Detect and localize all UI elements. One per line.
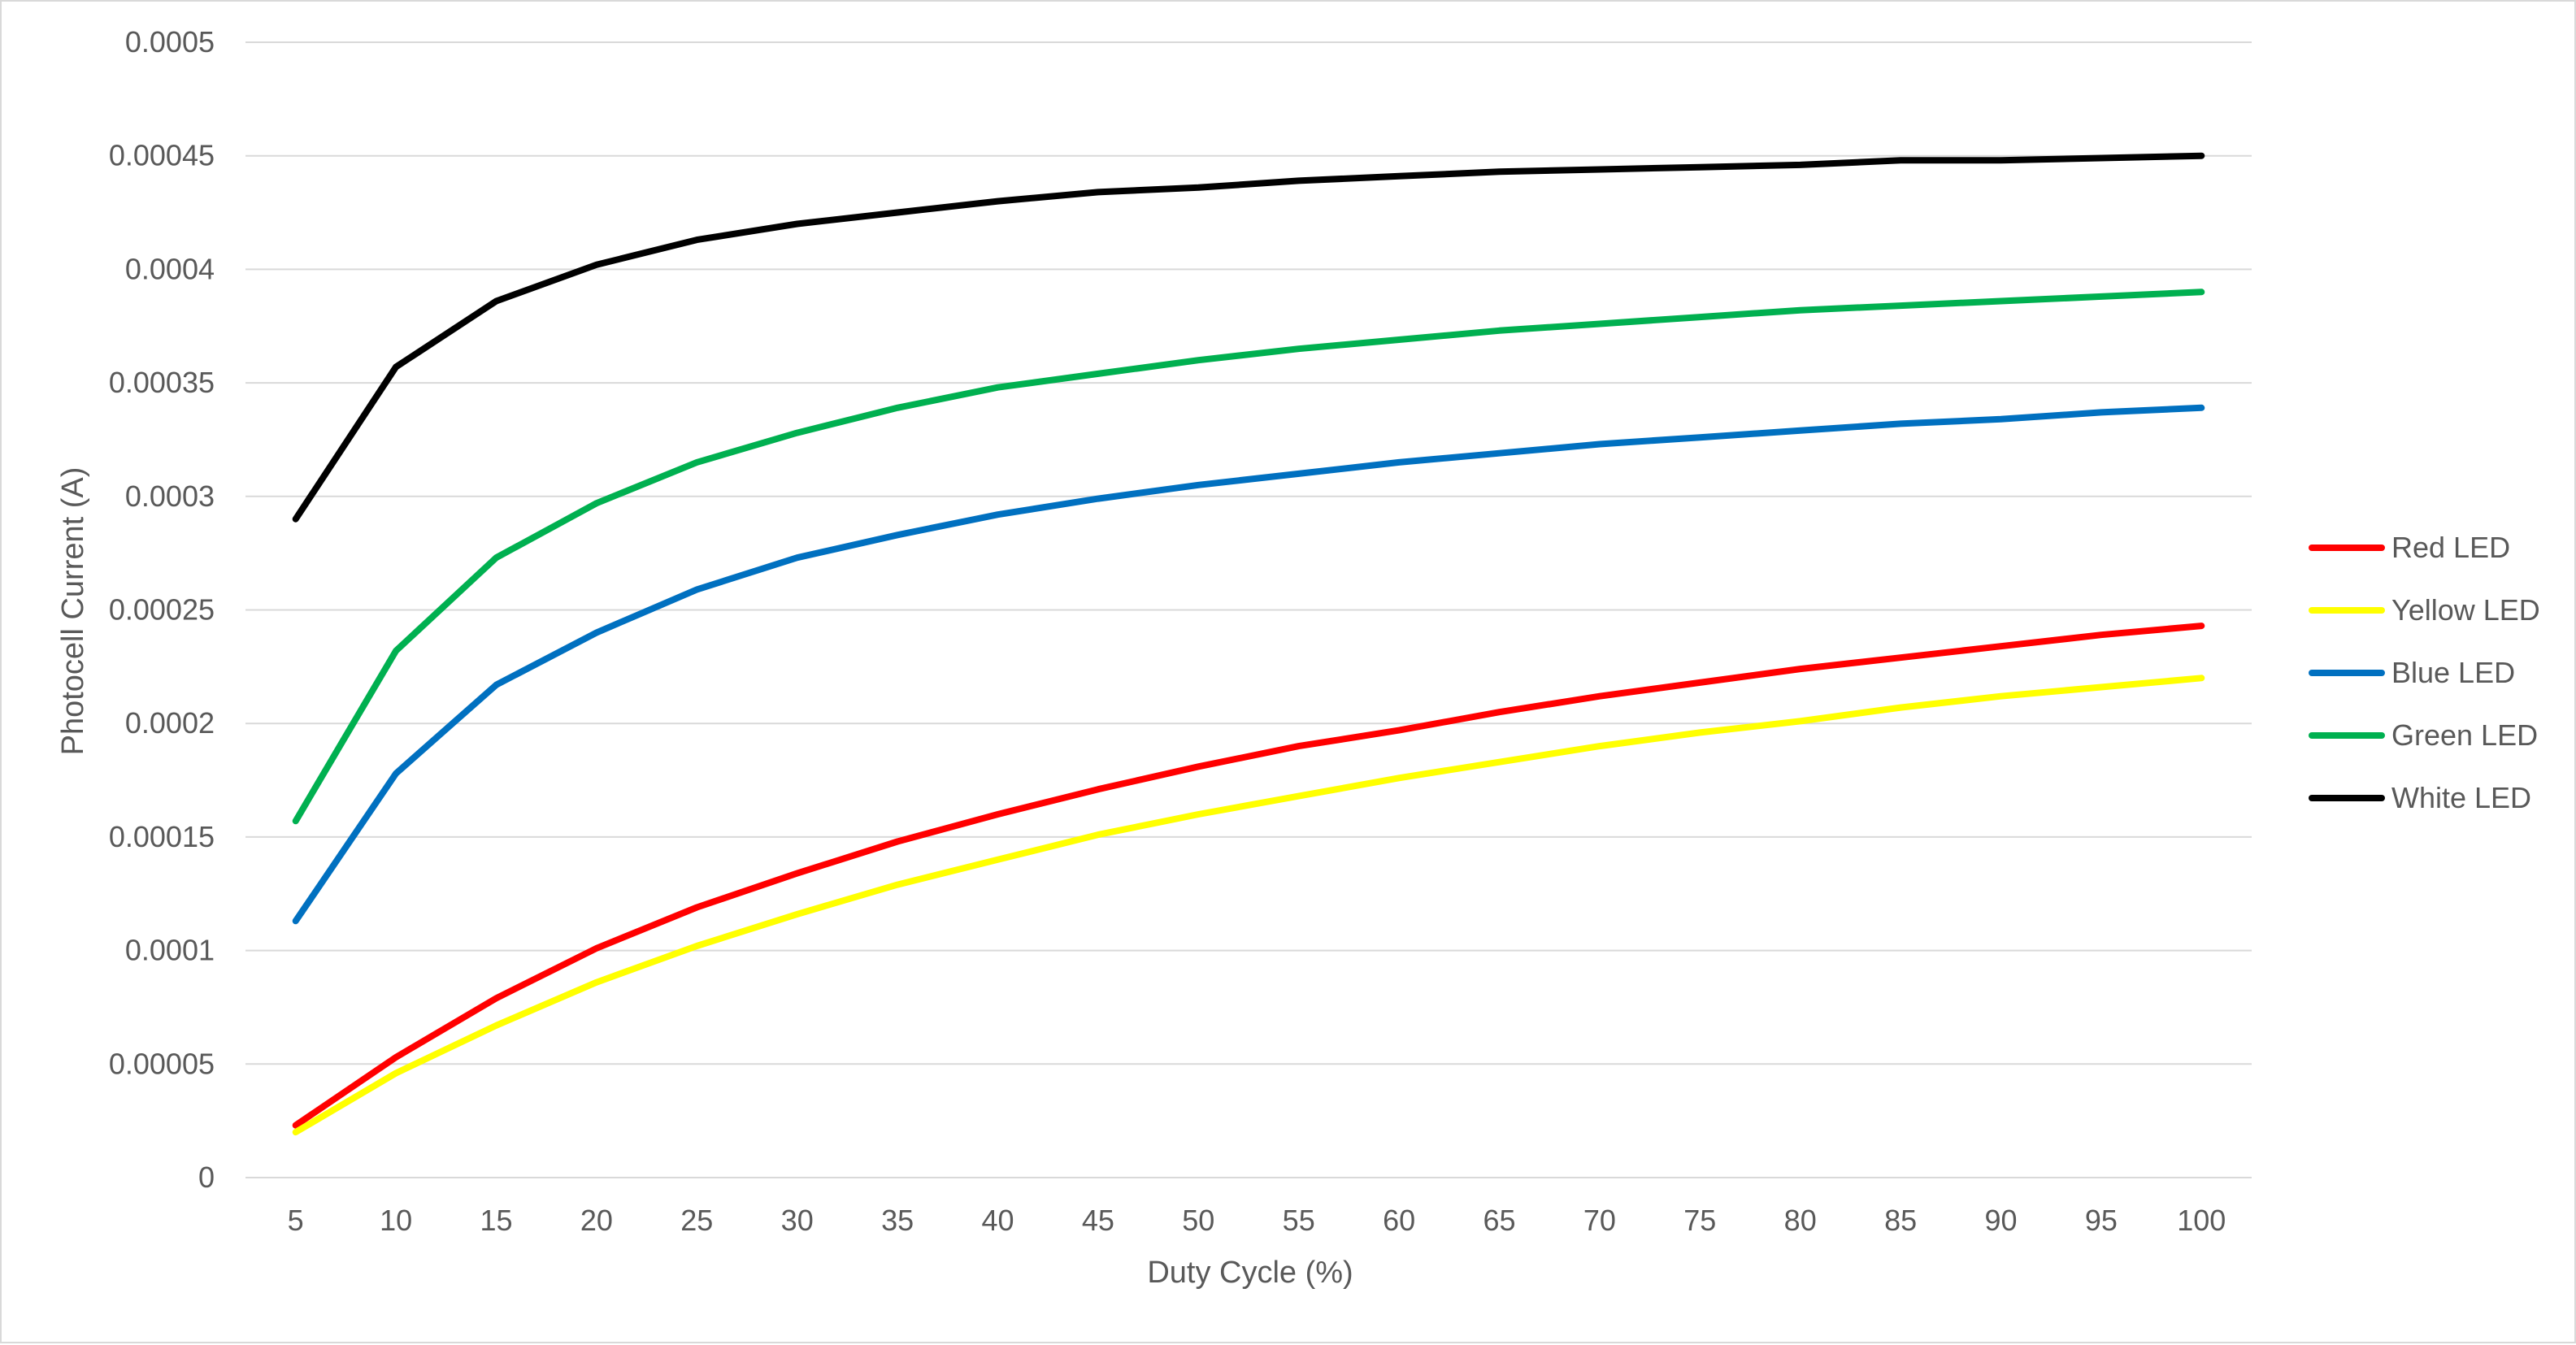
x-tick-label: 55: [1283, 1204, 1315, 1237]
series-line-blue-led: [292, 404, 2205, 925]
legend-label: Blue LED: [2391, 656, 2515, 689]
x-tick-label: 65: [1483, 1204, 1515, 1237]
x-tick-label: 80: [1784, 1204, 1817, 1237]
y-tick-label: 0.00025: [109, 593, 215, 627]
x-tick-label: 20: [580, 1204, 613, 1237]
x-axis-tick-labels: 5 10 15 20 25 30 35 40 45 50 55 60 65 70 75 80 85 90 95 100: [288, 1204, 2226, 1237]
x-tick-label: 95: [2085, 1204, 2118, 1237]
legend-item-yellow-led: Yellow LED: [2309, 593, 2540, 627]
x-tick-label: 40: [981, 1204, 1014, 1237]
y-tick-label: 0.0003: [125, 479, 215, 513]
legend-item-red-led: Red LED: [2309, 531, 2510, 564]
legend-label: Yellow LED: [2391, 593, 2540, 627]
series-line-green-led: [292, 289, 2205, 825]
series-line-white-led: [292, 152, 2205, 523]
x-tick-label: 25: [680, 1204, 713, 1237]
legend-item-blue-led: Blue LED: [2309, 656, 2515, 689]
y-tick-label: 0.00045: [109, 139, 215, 172]
legend-label: White LED: [2391, 781, 2531, 814]
y-tick-label: 0.00035: [109, 366, 215, 399]
legend-item-white-led: White LED: [2309, 781, 2531, 814]
y-tick-label: 0: [198, 1161, 215, 1194]
y-tick-label: 0.00005: [109, 1047, 215, 1080]
series-line-yellow-led: [292, 675, 2205, 1136]
x-tick-label: 50: [1182, 1204, 1214, 1237]
y-axis-tick-labels: 0 0.00005 0.0001 0.00015 0.0002 0.00025 0.0003…: [109, 25, 215, 1194]
legend-label: Red LED: [2391, 531, 2510, 564]
x-axis-title: Duty Cycle (%): [1147, 1256, 1353, 1290]
x-tick-label: 100: [2177, 1204, 2226, 1237]
legend-label: Green LED: [2391, 718, 2538, 752]
y-tick-label: 0.00015: [109, 820, 215, 853]
x-tick-label: 90: [1984, 1204, 2017, 1237]
y-tick-label: 0.0004: [125, 252, 215, 285]
x-tick-label: 35: [881, 1204, 914, 1237]
x-tick-label: 15: [480, 1204, 512, 1237]
series-lines: [292, 152, 2205, 1136]
x-tick-label: 30: [781, 1204, 814, 1237]
x-tick-label: 45: [1082, 1204, 1114, 1237]
series-line-red-led: [292, 623, 2205, 1129]
x-tick-label: 10: [380, 1204, 412, 1237]
gridlines: [245, 41, 2252, 1178]
y-axis-title: Photocell Current (A): [56, 467, 90, 756]
legend: Red LED Yellow LED Blue LED Green LED White …: [2309, 531, 2540, 814]
x-tick-label: 60: [1383, 1204, 1415, 1237]
y-tick-label: 0.0002: [125, 706, 215, 740]
y-tick-label: 0.0001: [125, 934, 215, 967]
x-tick-label: 5: [288, 1204, 304, 1237]
y-tick-label: 0.0005: [125, 25, 215, 59]
x-tick-label: 85: [1884, 1204, 1917, 1237]
legend-item-green-led: Green LED: [2309, 718, 2538, 752]
x-tick-label: 75: [1683, 1204, 1716, 1237]
x-tick-label: 70: [1583, 1204, 1616, 1237]
